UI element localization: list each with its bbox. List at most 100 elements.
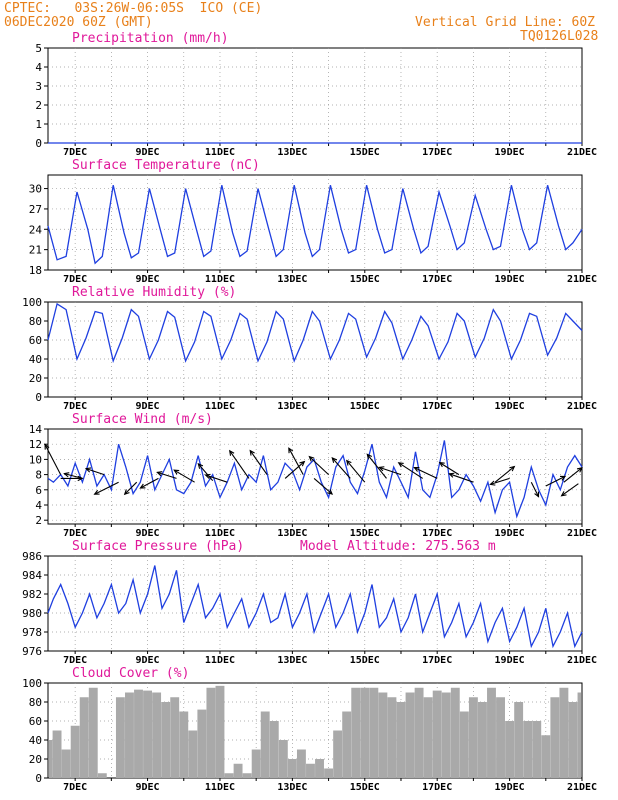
cloud-bar — [306, 763, 315, 778]
wind-arrow — [545, 475, 566, 487]
y-tick-label: 1 — [35, 118, 42, 131]
header-left-line2: 06DEC2020 60Z (GMT) — [4, 15, 153, 30]
cloud-bar — [477, 702, 487, 778]
wind-arrow — [205, 474, 228, 483]
cloud-bar — [360, 687, 370, 778]
y-tick-label: 0 — [35, 137, 42, 150]
wind-arrow — [414, 467, 438, 479]
y-tick-label: 6 — [35, 484, 42, 497]
y-tick-label: 21 — [29, 244, 42, 257]
x-tick-label: 17DEC — [422, 528, 452, 539]
wind-arrow — [331, 457, 351, 479]
cloud-bar — [315, 759, 324, 778]
y-tick-label: 100 — [22, 296, 42, 309]
cloud-bar — [450, 687, 460, 778]
wind-arrow-head — [438, 461, 445, 468]
wind-arrow-head — [489, 480, 496, 486]
x-tick-label: 13DEC — [277, 274, 307, 285]
x-tick-label: 11DEC — [205, 274, 235, 285]
wind-arrow-head — [397, 462, 404, 468]
wind-arrow-head — [63, 472, 70, 478]
header-left-line1: CPTEC: 03S:26W-06:05S ICO (CE) — [4, 1, 263, 16]
wind-arrow-head — [378, 466, 385, 472]
x-tick-label: 9DEC — [136, 655, 160, 666]
y-tick-label: 60 — [29, 334, 42, 347]
x-tick-label: 19DEC — [495, 401, 525, 412]
cloud-bar — [405, 692, 415, 778]
x-tick-label: 17DEC — [422, 782, 452, 793]
cloud-bar — [70, 725, 80, 778]
cloud-bar — [514, 702, 524, 778]
cloud-bar — [496, 697, 505, 778]
x-tick-label: 11DEC — [205, 528, 235, 539]
wind-arrow — [140, 477, 159, 489]
wind-arrow — [309, 456, 329, 476]
cloud-bar — [505, 721, 515, 778]
cloud-bar — [468, 697, 478, 778]
cloud-bar — [52, 730, 62, 778]
wind-arrow — [530, 481, 540, 497]
wind-arrow-head — [534, 491, 540, 498]
x-tick-label: 21DEC — [567, 274, 597, 285]
cloud-bar — [179, 711, 189, 778]
wind-arrow-head — [44, 443, 50, 450]
y-tick-label: 984 — [22, 569, 42, 582]
x-tick-label: 13DEC — [277, 147, 307, 158]
x-tick-label: 9DEC — [136, 401, 160, 412]
wind-arrow-head — [173, 469, 180, 475]
x-tick-label: 19DEC — [495, 274, 525, 285]
x-tick-label: 21DEC — [567, 147, 597, 158]
wind-arrow — [561, 483, 579, 497]
cloud-bar — [278, 740, 288, 778]
cloud-bar — [97, 773, 107, 778]
x-tick-label: 17DEC — [422, 274, 452, 285]
cloud-bar — [333, 730, 343, 778]
y-tick-label: 4 — [35, 61, 42, 74]
x-tick-label: 21DEC — [567, 782, 597, 793]
cloud-bar — [79, 697, 89, 778]
y-tick-label: 2 — [35, 514, 42, 527]
cloud-bar — [152, 692, 162, 778]
x-tick-label: 11DEC — [205, 147, 235, 158]
y-tick-label: 14 — [29, 423, 43, 436]
cloud-bar — [351, 687, 361, 778]
x-tick-label: 13DEC — [277, 401, 307, 412]
y-tick-label: 24 — [29, 223, 43, 236]
cloud-bar — [387, 697, 397, 778]
wind-arrow-head — [327, 489, 334, 495]
cloud-bar — [414, 687, 424, 778]
x-tick-label: 17DEC — [422, 401, 452, 412]
panel-title: Relative Humidity (%) — [72, 285, 236, 300]
wind-arrow — [173, 469, 195, 483]
wind-arrow — [449, 473, 474, 483]
series-line — [47, 440, 583, 519]
series-line — [47, 185, 583, 265]
wind-arrow — [563, 467, 583, 483]
wind-arrow-head — [204, 473, 211, 479]
cloud-bar — [487, 687, 496, 778]
cloud-bar — [568, 702, 578, 778]
wind-arrow — [85, 468, 105, 476]
cloud-bar — [233, 763, 243, 778]
wind-arrow-head — [509, 465, 516, 472]
cloud-bar — [396, 702, 406, 778]
cloud-bar — [88, 687, 98, 778]
wind-arrow-head — [249, 449, 255, 456]
x-tick-label: 15DEC — [350, 528, 380, 539]
panel-frame — [47, 301, 583, 398]
panel-title: Precipitation (mm/h) — [72, 31, 229, 46]
panel-frame — [47, 555, 583, 652]
cloud-bar — [287, 759, 297, 778]
cloud-bar — [134, 689, 143, 778]
y-tick-label: 978 — [22, 626, 42, 639]
cloud-bar — [550, 697, 560, 778]
y-tick-label: 100 — [22, 677, 42, 690]
wind-arrow-head — [448, 472, 455, 478]
y-tick-label: 12 — [29, 438, 42, 451]
x-tick-label: 9DEC — [136, 782, 160, 793]
cloud-bar — [143, 690, 153, 778]
cloud-bar — [242, 773, 252, 778]
wind-arrow — [379, 466, 402, 476]
x-tick-label: 21DEC — [567, 528, 597, 539]
